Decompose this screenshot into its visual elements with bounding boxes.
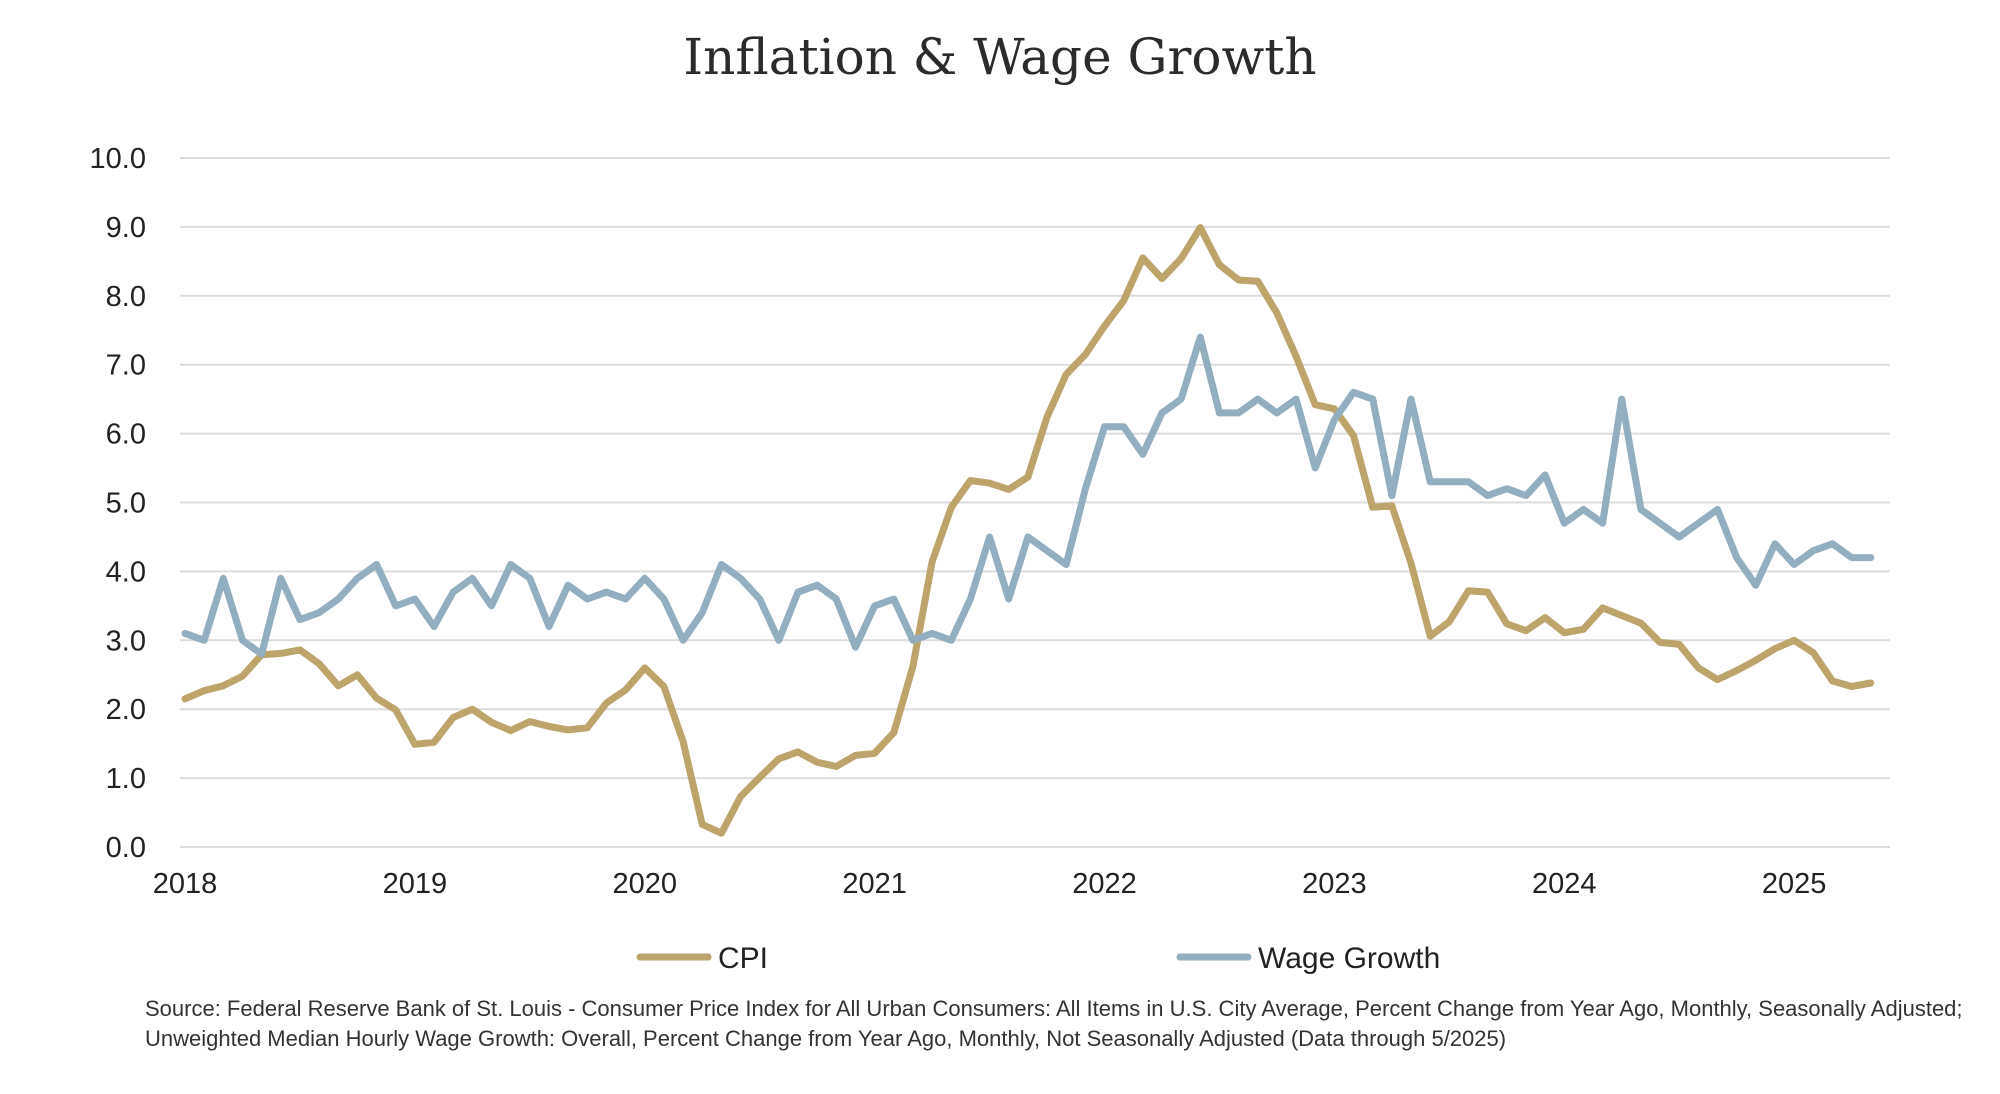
y-tick-label: 6.0: [106, 419, 146, 451]
y-tick-label: 9.0: [106, 212, 146, 244]
x-tick-label: 2019: [383, 868, 448, 900]
x-axis-ticks: 2018 2019 2020 2021 2022 2023 2024 2025: [153, 868, 1827, 900]
legend-item-wage-growth: Wage Growth: [1176, 942, 1440, 975]
legend: CPI Wage Growth: [636, 942, 1440, 975]
y-tick-label: 10.0: [90, 143, 146, 175]
y-tick-label: 5.0: [106, 488, 146, 520]
y-tick-label: 7.0: [106, 350, 146, 382]
x-tick-label: 2024: [1532, 868, 1597, 900]
y-tick-label: 4.0: [106, 556, 146, 588]
x-tick-label: 2021: [842, 868, 907, 900]
legend-label: CPI: [718, 942, 768, 975]
y-tick-label: 8.0: [106, 281, 146, 313]
legend-item-cpi: CPI: [636, 942, 768, 975]
x-tick-label: 2020: [612, 868, 677, 900]
legend-label: Wage Growth: [1258, 942, 1440, 975]
y-tick-label: 1.0: [106, 763, 146, 795]
x-tick-label: 2022: [1072, 868, 1137, 900]
series-line-wage-growth: [181, 333, 1875, 658]
series-line-cpi: [181, 224, 1875, 837]
y-axis-ticks: 0.0 1.0 2.0 3.0 4.0 5.0 6.0 7.0 8.0 9.0 10.0: [90, 143, 146, 864]
source-note: Source: Federal Reserve Bank of St. Loui…: [145, 994, 1965, 1054]
source-line-1: Source: Federal Reserve Bank of St. Loui…: [145, 996, 1963, 1021]
source-line-2: Unweighted Median Hourly Wage Growth: Ov…: [145, 1026, 1507, 1051]
series-lines: [181, 224, 1875, 837]
chart-title: Inflation & Wage Growth: [683, 28, 1317, 86]
y-tick-label: 0.0: [106, 832, 146, 864]
x-tick-label: 2023: [1302, 868, 1367, 900]
x-tick-label: 2018: [153, 868, 218, 900]
y-tick-label: 2.0: [106, 694, 146, 726]
x-tick-label: 2025: [1762, 868, 1827, 900]
y-tick-label: 3.0: [106, 625, 146, 657]
